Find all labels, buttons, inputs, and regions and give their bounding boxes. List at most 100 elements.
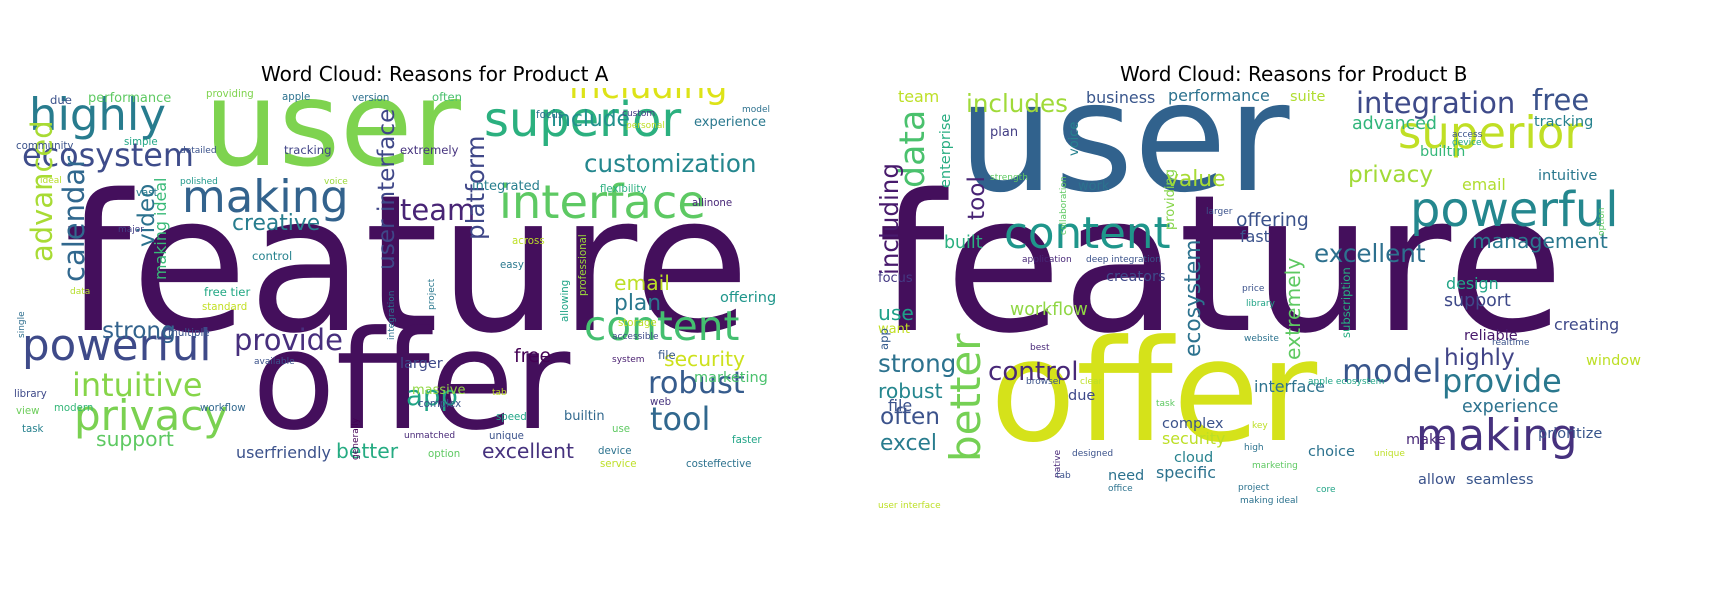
product-a-word-content: content [584, 302, 739, 350]
product-b-word-excellent: excellent [1314, 239, 1426, 268]
product-b-word-marketing: marketing [1252, 461, 1298, 471]
product-a-word-system: system [612, 355, 645, 365]
product-b-word-use: use [878, 301, 914, 325]
product-a-word-extremely: extremely [400, 143, 459, 157]
product-a-word-excellent: excellent [482, 439, 574, 463]
product-a-word-builtin: builtin [564, 409, 605, 424]
product-a-word-tab: tab [492, 388, 507, 398]
product-a-word-workflow: workflow [200, 403, 246, 414]
product-a-word-faster: faster [732, 435, 762, 446]
product-b-word-designed: designed [1072, 449, 1113, 459]
product-a-word-plan: plan [614, 291, 661, 316]
product-b-word-better: better [941, 333, 990, 462]
product-a-word-free-tier: free tier [204, 285, 250, 299]
product-a-word-use: use [612, 424, 630, 435]
product-a-word-provide: provide [234, 323, 343, 357]
product-a-word-making-ideal: making ideal [151, 178, 170, 280]
product-a-word-ideal: ideal [40, 176, 62, 186]
product-a-word-community: community [16, 141, 73, 152]
product-b-word-experience: experience [1462, 397, 1558, 417]
product-a-word-professional: professional [578, 234, 589, 296]
product-a-word-accessible: accessible [612, 332, 659, 342]
product-b-word-unique: unique [1374, 449, 1405, 459]
product-a-word-data: data [70, 287, 90, 297]
product-a-word-highly: highly [29, 88, 166, 141]
product-a-word-allinone: allinone [692, 198, 732, 209]
product-a-word-powerful: powerful [22, 321, 211, 371]
product-a-word-include: include [551, 107, 630, 132]
product-a-word-platform: platform [461, 136, 490, 241]
product-b-word-including: including [878, 163, 904, 275]
product-b-word-core: core [1316, 485, 1336, 495]
product-a-word-complex: complex [418, 399, 461, 410]
product-a-word-file: file [658, 348, 676, 362]
product-a-word-ecosystem: ecosystem [22, 136, 194, 174]
product-b-word-subscription: subscription [1339, 267, 1353, 338]
product-b-word-making-ideal: making ideal [1240, 496, 1298, 506]
product-a-word-often: often [432, 90, 462, 104]
product-a-word-modern: modern [54, 403, 93, 414]
product-a-word-apple: apple [282, 92, 310, 103]
product-b-word-model: model [1342, 352, 1441, 390]
product-a-word-view: view [16, 406, 39, 417]
product-a-word-privacy: privacy [74, 391, 228, 440]
product-a-word-due: due [50, 93, 72, 107]
product-a-word-service: service [600, 459, 637, 470]
product-a-word-video: video [133, 184, 160, 247]
product-b-word-workflow: workflow [1010, 300, 1088, 320]
product-b-word-free: free [1532, 88, 1589, 117]
product-b-word-option: option [1597, 208, 1607, 236]
product-b-word-native: native [1053, 449, 1063, 478]
product-b-word-larger: larger [1206, 207, 1233, 217]
product-a-word-massive: massive [412, 383, 465, 398]
product-b-word-value: value [1166, 167, 1226, 192]
product-a-word-marketing: marketing [694, 370, 768, 386]
product-a-word-easy: easy [500, 260, 524, 271]
product-b-word-allow: allow [1418, 472, 1456, 488]
product-a-word-advanced: advanced [25, 120, 59, 262]
product-b-word-robust: robust [878, 379, 943, 403]
product-b-word-price: price [1242, 284, 1265, 294]
product-b-word-ecosystem: ecosystem [1181, 239, 1206, 357]
product-a-word-intuitive: intuitive [72, 366, 203, 404]
product-b-word-security: security [1162, 429, 1225, 448]
product-b-word-built: built [944, 233, 983, 253]
product-b-word-project: project [1238, 483, 1270, 493]
product-b-word-strong: strong [878, 349, 956, 378]
product-b-word-browser: browser [1026, 377, 1062, 387]
product-a-word-detailed: detailed [180, 146, 217, 156]
product-b-word-team: team [898, 88, 939, 106]
product-a-word-superior: superior [484, 93, 681, 148]
product-a-word-integration: integration [387, 291, 397, 340]
product-a-word-user-interface: user interface [373, 109, 400, 270]
product-a-word-generally: generally [351, 417, 361, 460]
product-b-word-prioritize: prioritize [1538, 426, 1602, 442]
product-b-word-advanced: advanced [1352, 114, 1437, 134]
product-b-word-creating: creating [1554, 315, 1619, 334]
product-a-word-custom: custom [622, 109, 655, 119]
product-b-word-support: support [1444, 291, 1511, 311]
product-a-word-making: making [182, 170, 349, 223]
product-b-word-choice: choice [1308, 444, 1355, 460]
product-a-word-standard: standard [202, 302, 247, 313]
product-b-word-application: application [1022, 255, 1072, 265]
product-b-word-creators: creators [1106, 269, 1166, 285]
product-b-word-business: business [1086, 88, 1155, 107]
product-b-word-superior: superior [1398, 106, 1583, 159]
product-b-word-includes: includes [966, 89, 1068, 118]
product-a-word-offering: offering [720, 290, 776, 306]
product-a-word-library: library [14, 389, 47, 400]
product-b-word-clear: clear [1080, 377, 1103, 387]
product-a-word-robust: robust [648, 366, 745, 401]
product-b-word-providing: providing [1163, 169, 1178, 230]
product-b-word-offer: offer [990, 310, 1317, 474]
product-a-word-multiple: multiple [168, 328, 210, 339]
product-a-word-security: security [664, 347, 745, 371]
product-b-word-seamless: seamless [1466, 472, 1534, 488]
product-a-word-major: major [118, 225, 144, 235]
product-a-word-flexibility: flexibility [600, 184, 646, 195]
product-a-word-unique: unique [489, 431, 524, 442]
product-a-word-vast: vast [136, 188, 158, 199]
product-b-word-user: user [958, 88, 1290, 226]
